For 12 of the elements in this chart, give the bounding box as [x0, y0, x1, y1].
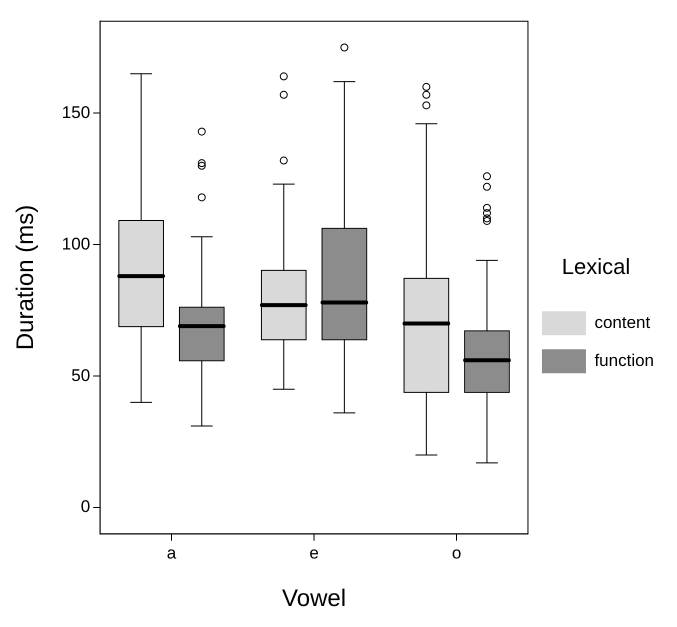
x-tick-label: e: [309, 544, 319, 563]
y-axis-title: Duration (ms): [12, 204, 40, 350]
legend-label: function: [594, 350, 654, 370]
y-tick-label: 50: [71, 366, 90, 385]
y-tick-label: 100: [62, 234, 90, 254]
y-tick-label: 150: [62, 102, 90, 122]
legend-title: Lexical: [562, 254, 630, 279]
x-tick-label: a: [166, 544, 177, 563]
legend-label: content: [594, 312, 650, 332]
x-axis-title: Vowel: [282, 585, 346, 612]
y-tick-label: 0: [80, 497, 90, 516]
x-tick-label: o: [452, 544, 462, 563]
